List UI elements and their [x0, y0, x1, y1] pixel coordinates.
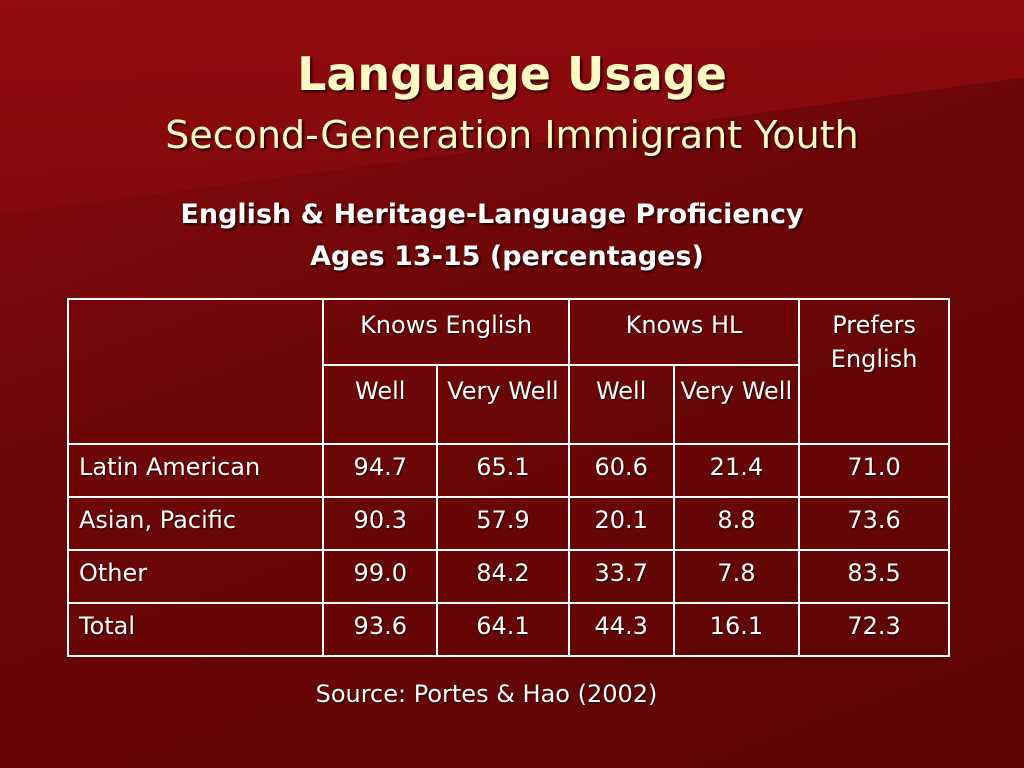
cell-english-well: 90.3 [322, 496, 439, 551]
table-row: Other 99.0 84.2 33.7 7.8 83.5 [66, 549, 950, 604]
table-header-row: Knows English Knows HL Prefers English [66, 298, 950, 445]
row-label: Other [66, 549, 325, 604]
cell-english-well: 93.6 [322, 602, 439, 657]
cell-english-very-well: 64.1 [436, 602, 570, 657]
header-prefers-english: Prefers English [798, 298, 950, 445]
cell-hl-well: 60.6 [567, 443, 675, 498]
table-heading-line1: English & Heritage-Language Proficiency [180, 199, 804, 230]
table-row: Latin American 94.7 65.1 60.6 21.4 71.0 [66, 443, 950, 498]
cell-english-very-well: 65.1 [436, 443, 570, 498]
row-label: Total [66, 602, 325, 657]
background-accent-panel [0, 0, 1024, 215]
slide-subtitle: Second-Generation Immigrant Youth [165, 113, 859, 157]
table-heading-line2: Ages 13-15 (percentages) [310, 241, 704, 272]
header-knows-english: Knows English [322, 298, 570, 366]
table-subheader-row: Well Very Well Well Very Well [68, 364, 949, 445]
table-row: Asian, Pacific 90.3 57.9 20.1 8.8 73.6 [66, 496, 950, 551]
cell-english-well: 99.0 [322, 549, 439, 604]
header-knows-hl: Knows HL [567, 298, 801, 366]
cell-english-well: 94.7 [322, 443, 439, 498]
subheader-hl-very-well: Very Well [672, 364, 801, 445]
cell-prefers-english: 73.6 [798, 496, 950, 551]
empty-corner-cell [66, 298, 325, 445]
cell-hl-very-well: 21.4 [672, 443, 801, 498]
cell-hl-well: 20.1 [567, 496, 675, 551]
cell-hl-well: 44.3 [567, 602, 675, 657]
row-label: Asian, Pacific [66, 496, 325, 551]
cell-prefers-english: 71.0 [798, 443, 950, 498]
subheader-english-well: Well [322, 364, 439, 445]
cell-hl-very-well: 8.8 [672, 496, 801, 551]
cell-hl-very-well: 7.8 [672, 549, 801, 604]
cell-english-very-well: 84.2 [436, 549, 570, 604]
subheader-hl-well: Well [567, 364, 675, 445]
subheader-english-very-well: Very Well [436, 364, 570, 445]
slide-title: Language Usage [297, 47, 727, 101]
cell-prefers-english: 72.3 [798, 602, 950, 657]
proficiency-table: Knows English Knows HL Prefers English W… [66, 298, 950, 657]
cell-prefers-english: 83.5 [798, 549, 950, 604]
cell-english-very-well: 57.9 [436, 496, 570, 551]
source-citation: Source: Portes & Hao (2002) [315, 680, 658, 708]
row-label: Latin American [66, 443, 325, 498]
cell-hl-very-well: 16.1 [672, 602, 801, 657]
table-row: Total 93.6 64.1 44.3 16.1 72.3 [66, 602, 950, 657]
cell-hl-well: 33.7 [567, 549, 675, 604]
